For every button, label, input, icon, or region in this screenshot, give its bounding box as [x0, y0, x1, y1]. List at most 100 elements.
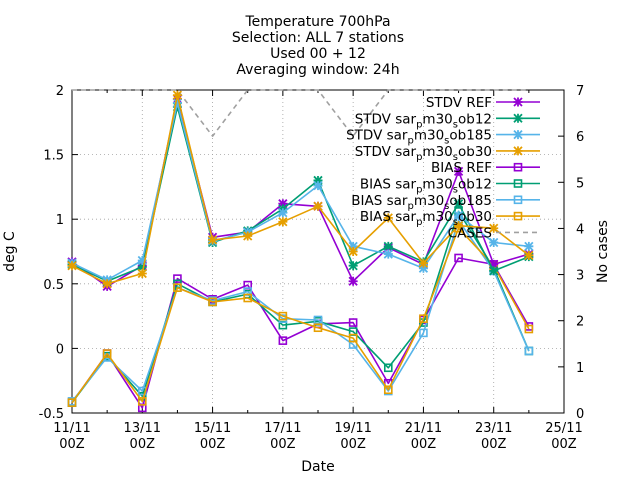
- data-point-square: [278, 336, 288, 345]
- marker-stroke: [207, 235, 218, 245]
- x-tick-label: 00Z: [130, 437, 156, 452]
- title-line: Used 00 + 12: [270, 46, 366, 62]
- legend-label-text: ob185: [449, 193, 492, 209]
- x-tick-label: 00Z: [270, 437, 296, 452]
- legend-item: STDV sarpm30sob30: [355, 144, 540, 163]
- data-point-x: [172, 98, 183, 108]
- legend-label-sub: p: [407, 201, 413, 212]
- marker-stroke: [348, 261, 358, 271]
- data-point-square: [454, 253, 463, 263]
- legend-label: BIAS sarpm30sob185: [351, 193, 492, 212]
- data-point-square: [524, 346, 534, 356]
- legend-label-text: m30: [422, 177, 452, 193]
- data-point-x: [313, 201, 323, 211]
- legend-label-text: ob30: [458, 209, 492, 225]
- legend-label-sub: p: [416, 217, 422, 228]
- legend-label-text: BIAS REF: [431, 160, 492, 176]
- legend-key-marker: [513, 162, 523, 172]
- series-line: [71, 219, 530, 402]
- marker-stroke: [524, 250, 534, 261]
- data-point-square: [208, 297, 217, 307]
- legend-key-marker: [513, 195, 523, 205]
- data-point-square: [348, 333, 358, 343]
- legend-label-text: ob12: [458, 111, 492, 127]
- y2-tick-label: 0: [576, 407, 584, 422]
- data-point-x: [348, 276, 358, 286]
- x-tick-label: 00Z: [411, 437, 437, 452]
- x-tick-label: 11/11: [53, 421, 90, 436]
- marker-stroke: [489, 266, 499, 276]
- marker-stroke: [524, 241, 534, 251]
- x-tick-label: 21/11: [405, 421, 442, 436]
- series-line: [71, 94, 530, 285]
- data-point-x: [489, 266, 499, 276]
- marker-stroke: [243, 231, 253, 241]
- data-point-square: [137, 397, 147, 406]
- y2-tick-label: 2: [576, 315, 584, 330]
- legend-key-marker: [513, 97, 523, 107]
- data-point-x: [348, 241, 358, 251]
- marker-stroke: [513, 129, 523, 140]
- marker-stroke: [383, 213, 393, 223]
- legend-label-text: STDV REF: [426, 95, 492, 111]
- marker-stroke: [513, 146, 523, 156]
- legend-label-sub: s: [444, 201, 449, 212]
- y-tick-label: 1.5: [43, 149, 64, 164]
- y2-axis-label: No cases: [595, 220, 611, 283]
- data-point-square: [102, 349, 112, 358]
- data-point-x: [137, 255, 147, 266]
- data-point-x: [489, 223, 499, 233]
- x-tick-label: 25/11: [545, 421, 582, 436]
- legend-label-sub: s: [453, 152, 458, 163]
- data-point-x: [313, 180, 323, 191]
- y-tick-label: 0: [56, 342, 64, 357]
- data-point-x: [137, 268, 147, 279]
- data-point-x: [67, 261, 77, 271]
- marker-stroke: [278, 217, 288, 227]
- y2-tick-label: 1: [576, 361, 584, 376]
- x-tick-label: 19/11: [334, 421, 371, 436]
- y-tick-label: 1: [56, 213, 64, 228]
- data-point-x: [453, 166, 464, 177]
- legend-label-text: BIAS sar: [360, 209, 417, 225]
- legend-item: BIAS sarpm30sob12: [360, 177, 540, 196]
- series-line: [71, 210, 530, 404]
- marker-stroke: [489, 237, 499, 248]
- title-line: Temperature 700hPa: [244, 14, 390, 30]
- series-3: [67, 90, 534, 289]
- x-tick-label: 23/11: [475, 421, 512, 436]
- marker-stroke: [278, 208, 288, 218]
- data-point-square: [419, 328, 428, 338]
- cases-line: [72, 89, 529, 137]
- marker-stroke: [313, 201, 323, 211]
- x-tick-label: 17/11: [264, 421, 301, 436]
- legend-label: STDV REF: [426, 95, 492, 111]
- legend-label-text: m30: [422, 209, 452, 225]
- data-point-square: [419, 314, 428, 323]
- data-point-x: [489, 237, 499, 248]
- y2-tick-label: 3: [576, 269, 584, 284]
- axes-ticks: 11/1100Z13/1100Z15/1100Z17/1100Z19/1100Z…: [39, 84, 585, 452]
- legend-item: STDV sarpm30sob12: [355, 111, 540, 130]
- series-2: [67, 98, 534, 285]
- legend-label-text: STDV sar: [355, 144, 417, 160]
- marker-stroke: [489, 223, 499, 233]
- series-7: [67, 223, 534, 407]
- legend-label: BIAS sarpm30sob30: [360, 209, 492, 228]
- marker-stroke: [102, 279, 112, 289]
- series-line: [71, 102, 529, 281]
- data-point-square: [348, 318, 358, 327]
- x-tick-label: 00Z: [59, 437, 85, 452]
- legend-label-text: BIAS sar: [351, 193, 408, 209]
- legend-label-text: ob12: [458, 177, 492, 193]
- marker-stroke: [348, 246, 358, 257]
- legend-label-text: m30: [414, 193, 444, 209]
- marker-stroke: [137, 262, 147, 272]
- legend-label-sub: s: [453, 119, 458, 130]
- marker-stroke: [453, 199, 464, 209]
- legend-label-text: m30: [422, 111, 452, 127]
- data-point-square: [313, 323, 323, 333]
- legend-label: STDV sarpm30sob185: [346, 128, 492, 147]
